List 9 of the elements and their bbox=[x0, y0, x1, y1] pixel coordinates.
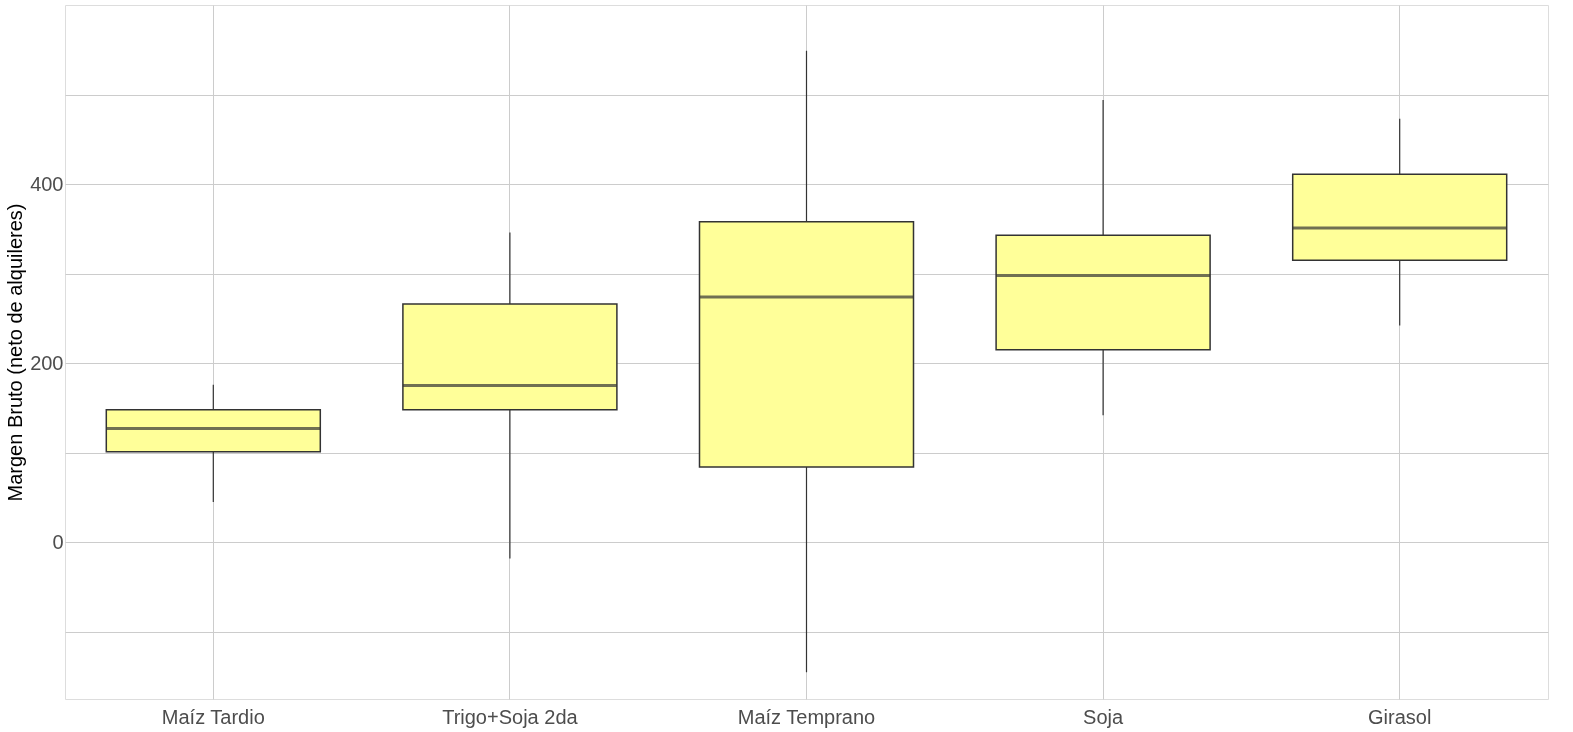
y-tick-label: 200 bbox=[30, 351, 64, 374]
x-tick-label: Maíz Tardio bbox=[161, 705, 265, 728]
x-tick-label: Trigo+Soja 2da bbox=[442, 705, 579, 728]
y-tick-label: 0 bbox=[52, 530, 64, 553]
x-tick-label: Maíz Temprano bbox=[737, 705, 876, 728]
x-tick-label: Soja bbox=[1083, 705, 1124, 728]
y-axis-title: Margen Bruto (neto de alquileres) bbox=[4, 203, 27, 502]
y-tick-label: 400 bbox=[30, 172, 64, 195]
x-tick-label: Girasol bbox=[1368, 705, 1432, 728]
